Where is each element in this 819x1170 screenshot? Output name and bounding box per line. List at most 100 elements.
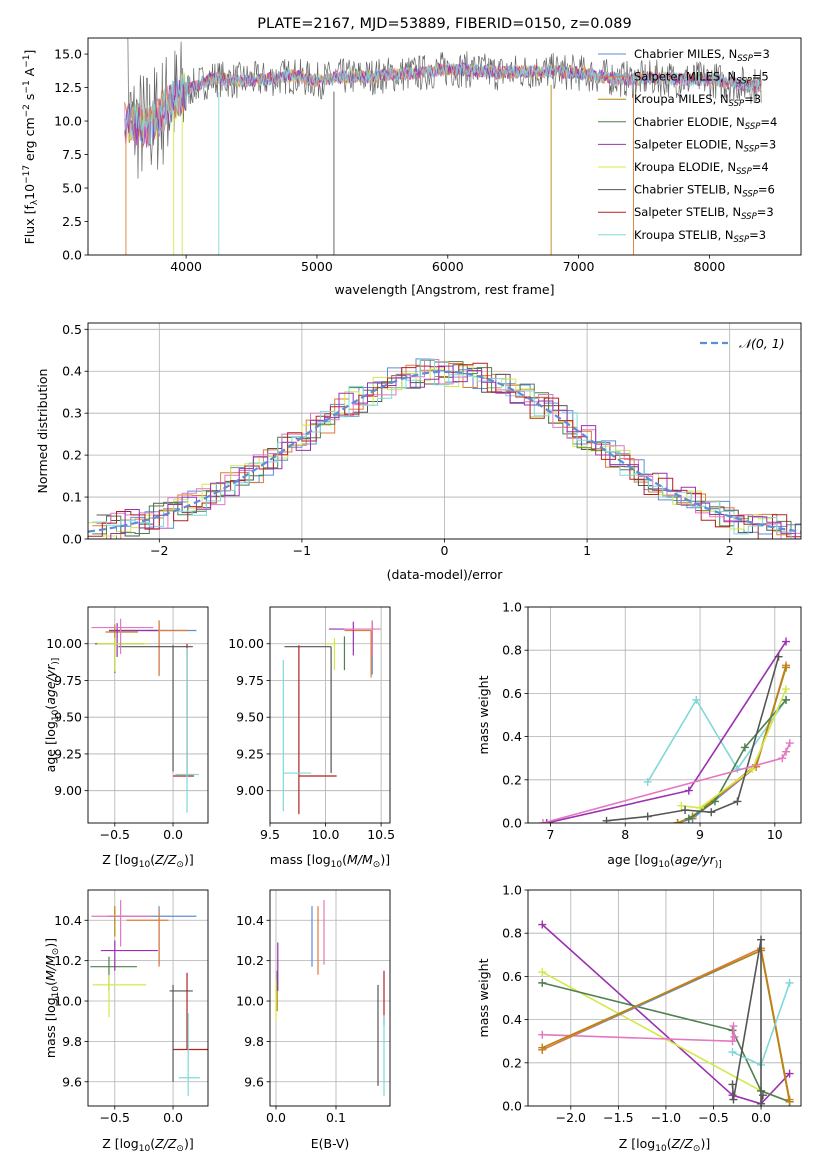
mass_weight_vs_Z-xlabel-part: Z [log <box>619 1136 655 1151</box>
y-tick-label: 0.3 <box>62 406 82 421</box>
y-tick-label: 0.6 <box>502 969 522 984</box>
age_vs_Z-ylabel: age [log10(age/yr)] <box>43 658 61 773</box>
legend-label-tail: =3 <box>744 92 761 106</box>
age_vs_Z-xlabel-part: )] <box>184 852 194 867</box>
y-tick-label: 9.75 <box>236 673 264 688</box>
age_vs_Z-ylabel-part: )] <box>51 658 61 665</box>
mass-weight-marker <box>785 1097 794 1106</box>
legend-label-text: Kroupa STELIB, N <box>634 228 734 242</box>
hist-step-series <box>92 363 801 539</box>
axes-age_vs_Z: −0.5 0.0 9.00 9.25 9.50 9.75 10.00 <box>46 606 209 842</box>
mass-weight-marker <box>728 1080 737 1089</box>
x-tick-label: −2.0 <box>556 1110 586 1125</box>
mass_weight_vs_Z-xlabel-part: ( <box>667 1136 672 1151</box>
y-tick-label: 0.4 <box>502 1012 522 1027</box>
y-tick-label: 0.8 <box>502 643 522 658</box>
mass-weight-series-line <box>677 667 787 823</box>
y-tick-label: 9.75 <box>54 673 82 688</box>
y-tick-label: 0.0 <box>502 816 522 831</box>
mass-weight-marker <box>710 797 719 806</box>
x-tick-label: 0.1 <box>326 1110 346 1125</box>
mass-weight-series-line <box>546 641 787 823</box>
hist-step-series <box>92 358 801 539</box>
y-tick-label: 10.00 <box>228 636 264 651</box>
mass-weight-marker <box>782 685 791 694</box>
spectrum-ylabel-part: −17 <box>22 165 32 184</box>
plot-area <box>124 38 762 255</box>
mass_weight_vs_Z-xlabel-part: Z/Z <box>671 1136 694 1151</box>
y-tick-label: 9.8 <box>62 1034 82 1049</box>
y-tick-label: 10.0 <box>54 994 82 1009</box>
axes-mass_weight_vs_age: 7 8 9 10 0.0 0.2 0.4 0.6 0.8 1.0 <box>502 600 802 842</box>
mass_weight_vs_Z-xlabel-part: )] <box>700 1136 710 1151</box>
mass-weight-series-line <box>647 698 787 783</box>
age_vs_mass-xlabel: mass [log10(M/M⊙)] <box>270 852 390 870</box>
axes-spectrum: 4000 5000 6000 7000 8000 0.0 2.5 5.0 7.5 10.0 12.5… <box>54 37 802 274</box>
mass-weight-marker <box>728 1037 737 1046</box>
legend-label-sub: SSP <box>737 54 753 64</box>
mass-weight-marker <box>684 814 693 823</box>
y-tick-label: 1.0 <box>502 600 522 615</box>
mass-weight-marker <box>707 808 716 817</box>
mass-weight-marker <box>782 747 791 756</box>
x-tick-label: −0.5 <box>100 1110 130 1125</box>
plot-area <box>270 607 390 823</box>
x-tick-label: 10 <box>767 827 783 842</box>
y-tick-label: 9.00 <box>236 783 264 798</box>
mass_weight_vs_age-xlabel: age [log10(age/yr)] <box>607 852 722 870</box>
legend-label: Chabrier MILES, NSSP=3 <box>634 47 770 64</box>
mass-weight-marker <box>729 1095 738 1104</box>
mass-weight-marker <box>684 786 693 795</box>
y-tick-label: 7.5 <box>62 147 82 162</box>
mass_vs_Z-xlabel-part: Z/Z <box>154 1136 177 1151</box>
mass-weight-marker <box>643 812 652 821</box>
mass-weight-marker <box>538 920 547 929</box>
legend-label-sub: SSP <box>736 167 752 177</box>
y-tick-label: 9.6 <box>62 1074 82 1089</box>
mass-weight-marker <box>681 806 690 815</box>
legend-label: Chabrier ELODIE, NSSP=4 <box>634 115 777 132</box>
mass-weight-marker <box>538 968 547 977</box>
y-tick-label: 0.2 <box>502 1055 522 1070</box>
y-tick-label: 12.5 <box>54 80 82 95</box>
y-tick-label: 15.0 <box>54 47 82 62</box>
hist-ylabel: Normed distribution <box>35 369 50 494</box>
y-tick-label: 0.0 <box>502 1099 522 1114</box>
mass_vs_Z-xlabel-part: ( <box>150 1136 155 1151</box>
legend-label-sub: SSP <box>741 212 757 222</box>
mass_vs_Z-xlabel: Z [log10(Z/Z⊙)] <box>102 1136 193 1154</box>
mass-weight-series-line <box>731 939 764 1104</box>
y-tick-label: 10.0 <box>236 994 264 1009</box>
plot-area <box>528 890 801 1106</box>
y-tick-label: 0.5 <box>62 322 82 337</box>
legend-label-sub: SSP <box>745 122 761 132</box>
mass-weight-marker <box>774 652 783 661</box>
gaussian-curve <box>88 370 801 533</box>
mass_vs_Z-xlabel-part: )] <box>184 1136 194 1151</box>
x-tick-label: 10.5 <box>367 827 395 842</box>
plot-area <box>88 323 801 539</box>
plot-area <box>270 890 390 1106</box>
axes-residual_hist: −2 −1 0 1 2 0.0 0.1 0.2 0.3 0.4 0.5 𝒩(0, 1) <box>62 322 802 558</box>
x-tick-label: 0 <box>441 543 449 558</box>
axes-frame <box>87 606 209 824</box>
y-tick-label: 0.1 <box>62 490 82 505</box>
mass-weight-series-line <box>542 1026 736 1043</box>
y-tick-label: 10.00 <box>46 636 82 651</box>
legend-label-sub: SSP <box>734 235 750 245</box>
legend-label-sub: SSP <box>744 144 760 154</box>
axes-frame <box>269 606 391 824</box>
y-tick-label: 10.0 <box>54 114 82 129</box>
y-tick-label: 9.00 <box>54 783 82 798</box>
mass_weight_vs_age-xlabel-part: age [log <box>607 852 658 867</box>
legend-label-tail: =6 <box>758 183 775 197</box>
age_vs_Z-xlabel-part: Z/Z <box>154 852 177 867</box>
gaussian-legend-label: 𝒩(0, 1) <box>739 336 785 351</box>
y-tick-label: 9.6 <box>244 1074 264 1089</box>
mass-weight-marker <box>782 637 791 646</box>
mass-weight-marker <box>785 1069 794 1078</box>
y-tick-label: 0.4 <box>502 729 522 744</box>
legend-label-tail: =4 <box>760 115 777 129</box>
mass-weight-marker <box>730 1032 739 1041</box>
age_vs_mass-xlabel-part: mass [log <box>270 852 331 867</box>
